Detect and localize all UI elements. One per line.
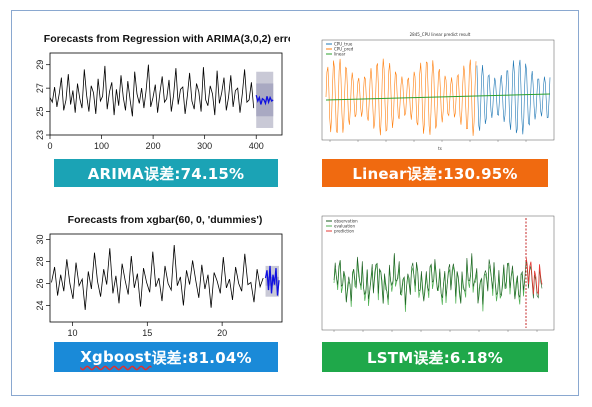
arima-ytick-label: 29 [35,60,45,70]
arima-plot-frame [49,52,283,136]
arima-ytick-label: 25 [35,107,45,117]
linear-chart: 2845_CPU linear predict result CPU_true … [316,28,556,156]
xgbar-plot-frame [49,233,283,323]
linear-x-label: ts [438,146,442,151]
xgboost-label: Xgboost [80,348,152,366]
arima-xtick-label: 200 [146,141,161,151]
linear-title: 2845_CPU linear predict result [410,32,471,37]
lstm-error-text: LSTM误差:6.18% [367,348,503,367]
legend-linear: linear [334,52,346,57]
xgbar-title: Forecasts from xgbar(60, 0, 'dummies') [68,214,263,226]
arima-error-text: ARIMA误差:74.15% [87,164,245,183]
lstm-plot-frame [321,215,555,331]
arima-xtick-label: 300 [197,141,212,151]
linear-legend: CPU_true CPU_pred linear [326,42,354,57]
xgbar-ytick-label: 28 [35,256,45,266]
xgbar-chart: Forecasts from xgbar(60, 0, 'dummies') 2… [22,208,290,340]
linear-error-text: Linear误差:130.95% [352,164,518,183]
xgboost-error-text: 误差:81.04% [151,348,252,367]
arima-forecast-line [255,95,274,106]
linear-error-banner: Linear误差:130.95% [322,159,548,187]
legend-prediction: prediction [334,229,355,234]
arima-xtick-label: 400 [249,141,264,151]
xgbar-ytick-label: 30 [35,234,45,244]
lstm-chart: observation evaluation prediction [316,212,556,336]
arima-xtick-label: 100 [94,141,109,151]
xgbar-forecast-line [264,265,280,296]
linear-pred-line [325,58,477,136]
lstm-prediction-line [525,256,543,296]
xgbar-xtick-label: 15 [142,328,152,338]
linear-true-line [476,59,551,135]
arima-error-banner: ARIMA误差:74.15% [54,159,278,187]
xgbar-xtick-label: 20 [217,328,227,338]
legend-cpu-true: CPU_true [334,42,353,47]
lstm-legend: observation evaluation prediction [326,219,358,234]
legend-evaluation: evaluation [334,224,356,229]
arima-ytick-label: 27 [35,83,45,93]
legend-observation: observation [334,219,358,224]
arima-chart: Forecasts from Regression with ARIMA(3,0… [22,28,290,156]
xgbar-ytick-label: 24 [35,300,45,310]
xgbar-history-line [51,244,264,310]
lstm-observation-line [333,253,543,305]
arima-ytick-label: 23 [35,130,45,140]
legend-cpu-pred: CPU_pred [334,47,354,52]
arima-history-line [49,64,255,117]
xgbar-ytick-label: 26 [35,278,45,288]
lstm-error-banner: LSTM误差:6.18% [322,342,548,372]
xgbar-xtick-label: 10 [67,328,77,338]
linear-trend-line [325,93,551,101]
arima-xtick-label: 0 [47,141,52,151]
xgboost-error-banner: Xgboost 误差:81.04% [54,342,278,372]
arima-forecast-interval-inner [256,83,274,117]
arima-title: Forecasts from Regression with ARIMA(3,0… [44,33,290,45]
